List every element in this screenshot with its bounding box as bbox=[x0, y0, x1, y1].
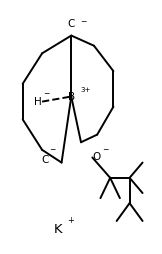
Text: −: − bbox=[43, 89, 49, 98]
Text: −: − bbox=[80, 17, 87, 26]
Text: K: K bbox=[54, 223, 63, 236]
Text: C: C bbox=[68, 19, 75, 29]
Text: B: B bbox=[68, 91, 75, 102]
Text: H: H bbox=[34, 97, 42, 107]
Text: C: C bbox=[41, 155, 49, 165]
Text: O: O bbox=[92, 152, 101, 163]
Text: −: − bbox=[49, 145, 56, 154]
Text: +: + bbox=[67, 216, 74, 225]
Text: 3+: 3+ bbox=[80, 87, 91, 93]
Text: −: − bbox=[102, 145, 108, 154]
